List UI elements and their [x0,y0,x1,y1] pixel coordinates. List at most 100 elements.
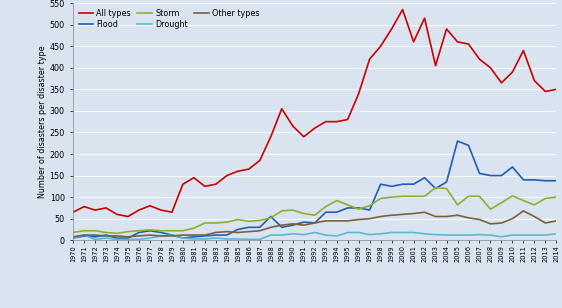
Other types [278,223,285,227]
Flood [443,180,450,184]
Drought [246,237,252,241]
All types [377,44,384,48]
Storm [191,226,197,230]
Storm [377,197,384,200]
Storm [135,229,142,233]
Storm [125,230,132,233]
All types [345,118,351,121]
Line: Drought: Drought [73,233,556,239]
Other types [256,229,263,233]
Other types [323,219,329,223]
Storm [278,209,285,213]
All types [135,208,142,212]
Storm [421,194,428,198]
All types [509,70,516,74]
Drought [476,233,483,237]
Flood [366,208,373,212]
Flood [465,144,472,147]
Storm [388,195,395,199]
All types [169,210,175,214]
All types [300,135,307,139]
All types [212,182,219,186]
Drought [278,233,285,237]
Flood [333,210,340,214]
All types [157,208,164,212]
Other types [212,231,219,234]
Drought [135,237,142,241]
Flood [355,206,362,210]
Other types [421,210,428,214]
Storm [542,197,549,200]
Other types [191,233,197,237]
All types [553,87,560,91]
All types [454,40,461,44]
Storm [333,199,340,202]
Line: All types: All types [73,10,556,217]
All types [92,208,98,212]
Other types [487,222,494,226]
Other types [399,213,406,216]
Drought [542,233,549,237]
Storm [465,194,472,198]
Drought [498,235,505,239]
Flood [224,233,230,237]
Flood [268,215,274,218]
Flood [114,236,120,240]
Drought [421,232,428,236]
Drought [157,234,164,238]
All types [487,66,494,70]
Storm [70,231,76,234]
Drought [388,231,395,234]
Drought [333,234,340,238]
All types [542,90,549,93]
Y-axis label: Number of disasters per disaster type: Number of disasters per disaster type [38,45,47,198]
Other types [345,219,351,223]
Storm [355,207,362,211]
Drought [147,236,153,240]
Other types [70,235,76,239]
All types [70,210,76,214]
Other types [202,233,209,237]
Other types [147,233,153,237]
Flood [125,236,132,240]
Drought [212,236,219,240]
Drought [377,232,384,236]
Flood [81,234,88,238]
Drought [520,233,527,237]
Legend: All types, Flood, Storm, Drought, Other types: All types, Flood, Storm, Drought, Other … [77,7,261,30]
Storm [300,212,307,215]
Storm [443,187,450,190]
All types [147,204,153,208]
Drought [300,233,307,237]
Flood [92,235,98,239]
Other types [114,234,120,238]
All types [179,182,186,186]
Flood [487,174,494,177]
Drought [81,233,88,237]
Storm [92,229,98,233]
Drought [410,231,417,234]
Storm [520,199,527,202]
Flood [498,174,505,177]
Flood [553,179,560,183]
Flood [300,220,307,224]
Other types [169,234,175,238]
Storm [212,221,219,225]
Drought [70,236,76,240]
Line: Storm: Storm [73,188,556,233]
Storm [103,231,110,234]
Drought [487,233,494,237]
Flood [377,182,384,186]
Line: Flood: Flood [73,141,556,238]
Other types [454,213,461,217]
All types [289,124,296,128]
Storm [157,229,164,233]
All types [234,169,241,173]
Drought [191,237,197,241]
Storm [432,186,439,189]
Flood [323,210,329,214]
Other types [179,233,186,237]
Other types [476,218,483,221]
Flood [147,229,153,233]
Storm [202,221,209,225]
